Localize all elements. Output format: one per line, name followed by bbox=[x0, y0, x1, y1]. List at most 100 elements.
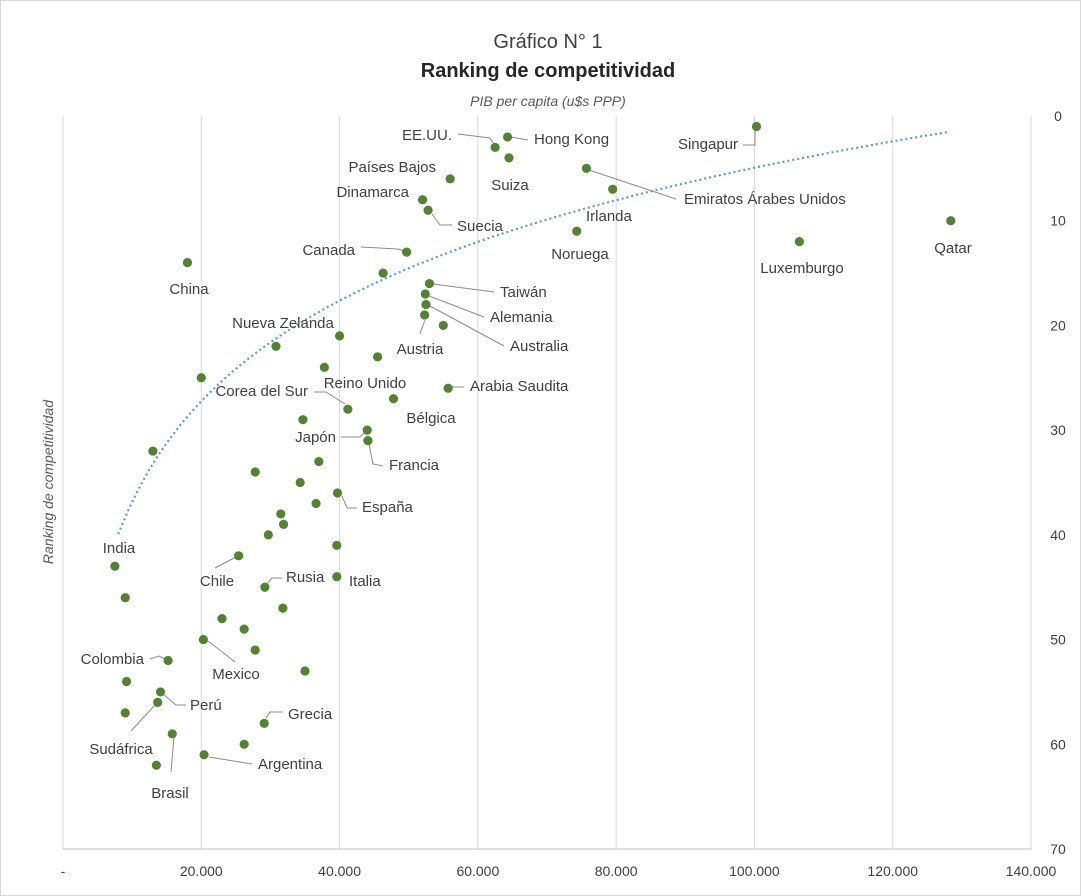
data-point bbox=[298, 415, 308, 425]
data-label: Suiza bbox=[491, 177, 529, 194]
y-tick-label: 10 bbox=[1050, 213, 1066, 229]
data-point bbox=[234, 551, 244, 561]
data-point bbox=[278, 519, 289, 529]
data-point bbox=[332, 540, 342, 550]
data-point bbox=[199, 750, 209, 760]
y-tick-label: 30 bbox=[1050, 422, 1066, 438]
data-label: Francia bbox=[389, 457, 440, 474]
label-leader-line bbox=[341, 430, 367, 438]
y-tick-label: 50 bbox=[1050, 632, 1066, 648]
data-point bbox=[363, 436, 373, 446]
data-label: Singapur bbox=[678, 136, 738, 153]
data-label: Hong Kong bbox=[534, 131, 609, 148]
grid-lines bbox=[62, 116, 1032, 849]
data-points bbox=[110, 121, 956, 770]
data-label: EE.UU. bbox=[402, 127, 452, 144]
data-point bbox=[334, 331, 345, 341]
x-tick-label: 140.000 bbox=[1006, 863, 1057, 879]
label-leader-line bbox=[265, 711, 283, 719]
data-label: Emiratos Árabes Unidos bbox=[684, 191, 846, 208]
x-tick-labels: - 20.000 40.000 60.000 80.000 100.000 120.000 1… bbox=[61, 863, 1057, 879]
data-point bbox=[343, 404, 353, 414]
data-point bbox=[490, 142, 500, 153]
data-label: Italia bbox=[349, 573, 381, 590]
label-leader-line bbox=[207, 640, 236, 663]
data-point bbox=[120, 708, 130, 718]
data-label: Austria bbox=[397, 341, 444, 358]
y-tick-label: 70 bbox=[1050, 841, 1066, 857]
x-tick-label: 100.000 bbox=[729, 863, 780, 879]
data-point bbox=[332, 488, 343, 498]
data-label: Colombia bbox=[81, 651, 145, 668]
trendline bbox=[117, 130, 949, 535]
label-leader-line bbox=[588, 169, 677, 200]
chart-subtitle: Ranking de competitividad bbox=[421, 60, 675, 82]
data-point bbox=[300, 666, 310, 676]
data-point bbox=[153, 697, 163, 708]
data-label: Japón bbox=[295, 429, 336, 446]
data-point bbox=[420, 310, 430, 320]
data-point bbox=[581, 163, 592, 173]
data-point bbox=[250, 645, 260, 655]
data-label: Chile bbox=[200, 573, 234, 590]
data-point bbox=[263, 530, 273, 540]
data-label: Países Bajos bbox=[348, 159, 436, 176]
data-label: Sudáfrica bbox=[89, 741, 153, 758]
data-label: Nueva Zelanda bbox=[232, 315, 334, 332]
data-label: Irlanda bbox=[586, 208, 633, 225]
label-leader-line bbox=[170, 736, 175, 773]
data-point bbox=[424, 278, 435, 289]
data-point bbox=[260, 582, 270, 592]
chart-title: Gráfico N° 1 bbox=[493, 31, 602, 53]
data-point bbox=[420, 289, 430, 299]
y-tick-label: 60 bbox=[1050, 736, 1066, 752]
data-label: Grecia bbox=[288, 706, 333, 723]
data-point bbox=[608, 184, 618, 194]
x-tick-label: 40.000 bbox=[318, 863, 361, 879]
data-point bbox=[946, 216, 956, 226]
data-label: Corea del Sur bbox=[215, 383, 308, 400]
x-tick-label: 80.000 bbox=[595, 863, 638, 879]
y-axis-title: Ranking de competitividad bbox=[40, 399, 56, 564]
data-point bbox=[445, 174, 455, 184]
data-point bbox=[167, 729, 177, 739]
data-label: Mexico bbox=[212, 666, 260, 683]
data-point bbox=[110, 561, 120, 571]
data-point bbox=[148, 446, 158, 456]
data-point bbox=[155, 687, 166, 697]
data-label: Reino Unido bbox=[324, 375, 407, 392]
data-point bbox=[502, 132, 513, 142]
label-leader-line bbox=[360, 246, 405, 252]
data-point bbox=[311, 498, 321, 509]
data-label: Bélgica bbox=[406, 410, 456, 427]
data-point bbox=[438, 320, 448, 331]
data-point bbox=[314, 456, 324, 467]
data-point bbox=[217, 614, 227, 624]
data-point bbox=[423, 205, 433, 215]
data-point bbox=[196, 373, 206, 383]
data-point bbox=[151, 760, 161, 770]
data-point bbox=[388, 394, 399, 404]
data-label: Dinamarca bbox=[336, 184, 409, 201]
label-leader-line bbox=[432, 283, 495, 293]
data-label: China bbox=[169, 281, 209, 298]
data-point bbox=[250, 467, 260, 477]
label-leader-line bbox=[368, 443, 384, 467]
label-leader-line bbox=[214, 556, 237, 569]
data-label: Rusia bbox=[286, 569, 325, 586]
data-point bbox=[362, 425, 372, 435]
label-leader-line bbox=[314, 391, 346, 405]
data-label: Alemania bbox=[490, 309, 553, 326]
data-point bbox=[794, 237, 804, 247]
x-tick-label: 20.000 bbox=[180, 863, 223, 879]
data-point bbox=[421, 299, 431, 310]
data-point bbox=[332, 572, 342, 582]
x-tick-label: 120.000 bbox=[867, 863, 918, 879]
data-label: Australia bbox=[510, 338, 569, 355]
data-label: España bbox=[362, 499, 414, 516]
label-leaders bbox=[130, 130, 756, 773]
data-label: Noruega bbox=[551, 246, 609, 263]
data-point bbox=[319, 362, 329, 372]
data-point bbox=[373, 352, 383, 362]
